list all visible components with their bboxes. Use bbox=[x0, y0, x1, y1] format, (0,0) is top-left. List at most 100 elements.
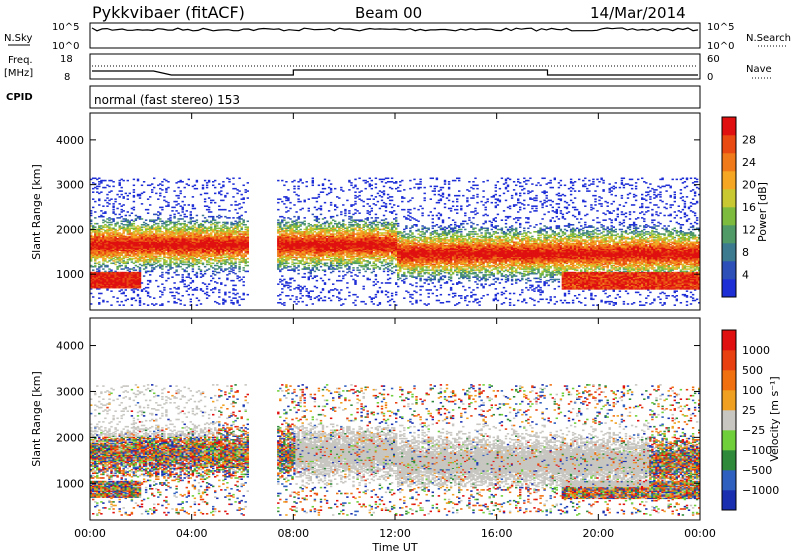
data-cell bbox=[175, 210, 178, 212]
data-cell bbox=[232, 256, 235, 259]
data-cell bbox=[228, 236, 231, 239]
data-cell bbox=[238, 259, 241, 261]
data-cell bbox=[230, 255, 233, 258]
data-cell bbox=[108, 245, 111, 247]
data-cell bbox=[130, 235, 134, 238]
data-cell bbox=[244, 250, 247, 253]
data-cell bbox=[112, 282, 115, 284]
data-cell bbox=[220, 227, 223, 230]
data-cell bbox=[285, 260, 288, 262]
data-cell bbox=[197, 236, 201, 239]
data-cell bbox=[214, 243, 217, 246]
data-cell bbox=[222, 229, 225, 232]
data-cell bbox=[220, 242, 223, 245]
data-cell bbox=[293, 191, 296, 193]
data-cell bbox=[118, 238, 121, 240]
data-cell bbox=[238, 190, 241, 192]
data-cell bbox=[177, 253, 180, 255]
data-cell bbox=[106, 286, 109, 289]
data-cell bbox=[205, 288, 209, 290]
data-cell bbox=[224, 241, 227, 244]
data-cell bbox=[226, 261, 229, 263]
data-cell bbox=[110, 286, 113, 289]
data-cell bbox=[169, 240, 172, 242]
data-cell bbox=[234, 284, 237, 287]
data-cell bbox=[165, 252, 168, 254]
data-cell bbox=[297, 187, 300, 190]
data-cell bbox=[96, 279, 99, 282]
data-cell bbox=[203, 246, 207, 248]
data-cell bbox=[159, 248, 162, 251]
data-cell bbox=[136, 215, 140, 218]
data-cell bbox=[203, 247, 207, 249]
data-cell bbox=[100, 214, 103, 217]
data-cell bbox=[297, 239, 300, 241]
data-cell bbox=[218, 261, 221, 263]
data-cell bbox=[205, 269, 209, 271]
data-cell bbox=[146, 243, 150, 246]
data-cell bbox=[185, 263, 188, 266]
data-cell bbox=[102, 212, 105, 214]
data-cell bbox=[157, 250, 160, 253]
data-cell bbox=[163, 243, 166, 246]
data-cell bbox=[195, 227, 199, 230]
data-cell bbox=[110, 269, 113, 271]
data-cell bbox=[244, 228, 247, 231]
data-cell bbox=[246, 238, 249, 240]
data-cell bbox=[240, 252, 243, 254]
data-cell bbox=[244, 231, 247, 233]
data-cell bbox=[240, 298, 243, 301]
data-cell bbox=[197, 255, 201, 258]
data-cell bbox=[220, 265, 223, 268]
data-cell bbox=[161, 208, 164, 211]
data-cell bbox=[165, 260, 168, 262]
data-cell bbox=[242, 269, 245, 271]
data-cell bbox=[224, 268, 227, 270]
data-cell bbox=[173, 254, 176, 256]
data-cell bbox=[232, 262, 235, 265]
data-cell bbox=[106, 264, 109, 267]
data-cell bbox=[299, 260, 302, 262]
data-cell bbox=[210, 236, 213, 239]
data-cell bbox=[171, 295, 174, 297]
data-cell bbox=[177, 246, 180, 248]
data-cell bbox=[238, 177, 241, 180]
data-cell bbox=[167, 271, 170, 274]
data-cell bbox=[238, 215, 241, 218]
data-cell bbox=[285, 229, 288, 232]
data-cell bbox=[134, 241, 138, 244]
data-cell bbox=[116, 261, 119, 263]
data-cell bbox=[151, 241, 154, 244]
data-cell bbox=[191, 241, 195, 244]
data-cell bbox=[210, 262, 213, 265]
data-cell bbox=[110, 275, 113, 277]
data-cell bbox=[153, 263, 156, 266]
data-cell bbox=[218, 231, 221, 233]
data-cell bbox=[291, 269, 294, 271]
data-cell bbox=[187, 246, 190, 248]
data-cell bbox=[151, 231, 154, 233]
data-cell bbox=[222, 208, 225, 211]
data-cell bbox=[102, 245, 105, 247]
data-cell bbox=[140, 226, 144, 228]
data-cell bbox=[98, 292, 101, 295]
data-cell bbox=[205, 220, 209, 223]
data-cell bbox=[106, 205, 109, 207]
data-cell bbox=[311, 267, 314, 269]
data-cell bbox=[96, 247, 99, 249]
data-cell bbox=[293, 226, 296, 228]
data-cell bbox=[350, 215, 353, 218]
data-cell bbox=[203, 217, 207, 219]
data-cell bbox=[205, 192, 209, 195]
data-cell bbox=[112, 218, 115, 220]
data-cell bbox=[112, 253, 115, 255]
data-cell bbox=[122, 241, 125, 244]
data-cell bbox=[165, 261, 168, 263]
data-cell bbox=[94, 200, 97, 203]
data-cell bbox=[287, 255, 290, 258]
data-cell bbox=[295, 247, 298, 249]
data-cell bbox=[157, 261, 160, 263]
data-cell bbox=[193, 226, 197, 228]
data-cell bbox=[291, 263, 294, 266]
data-cell bbox=[175, 274, 178, 276]
